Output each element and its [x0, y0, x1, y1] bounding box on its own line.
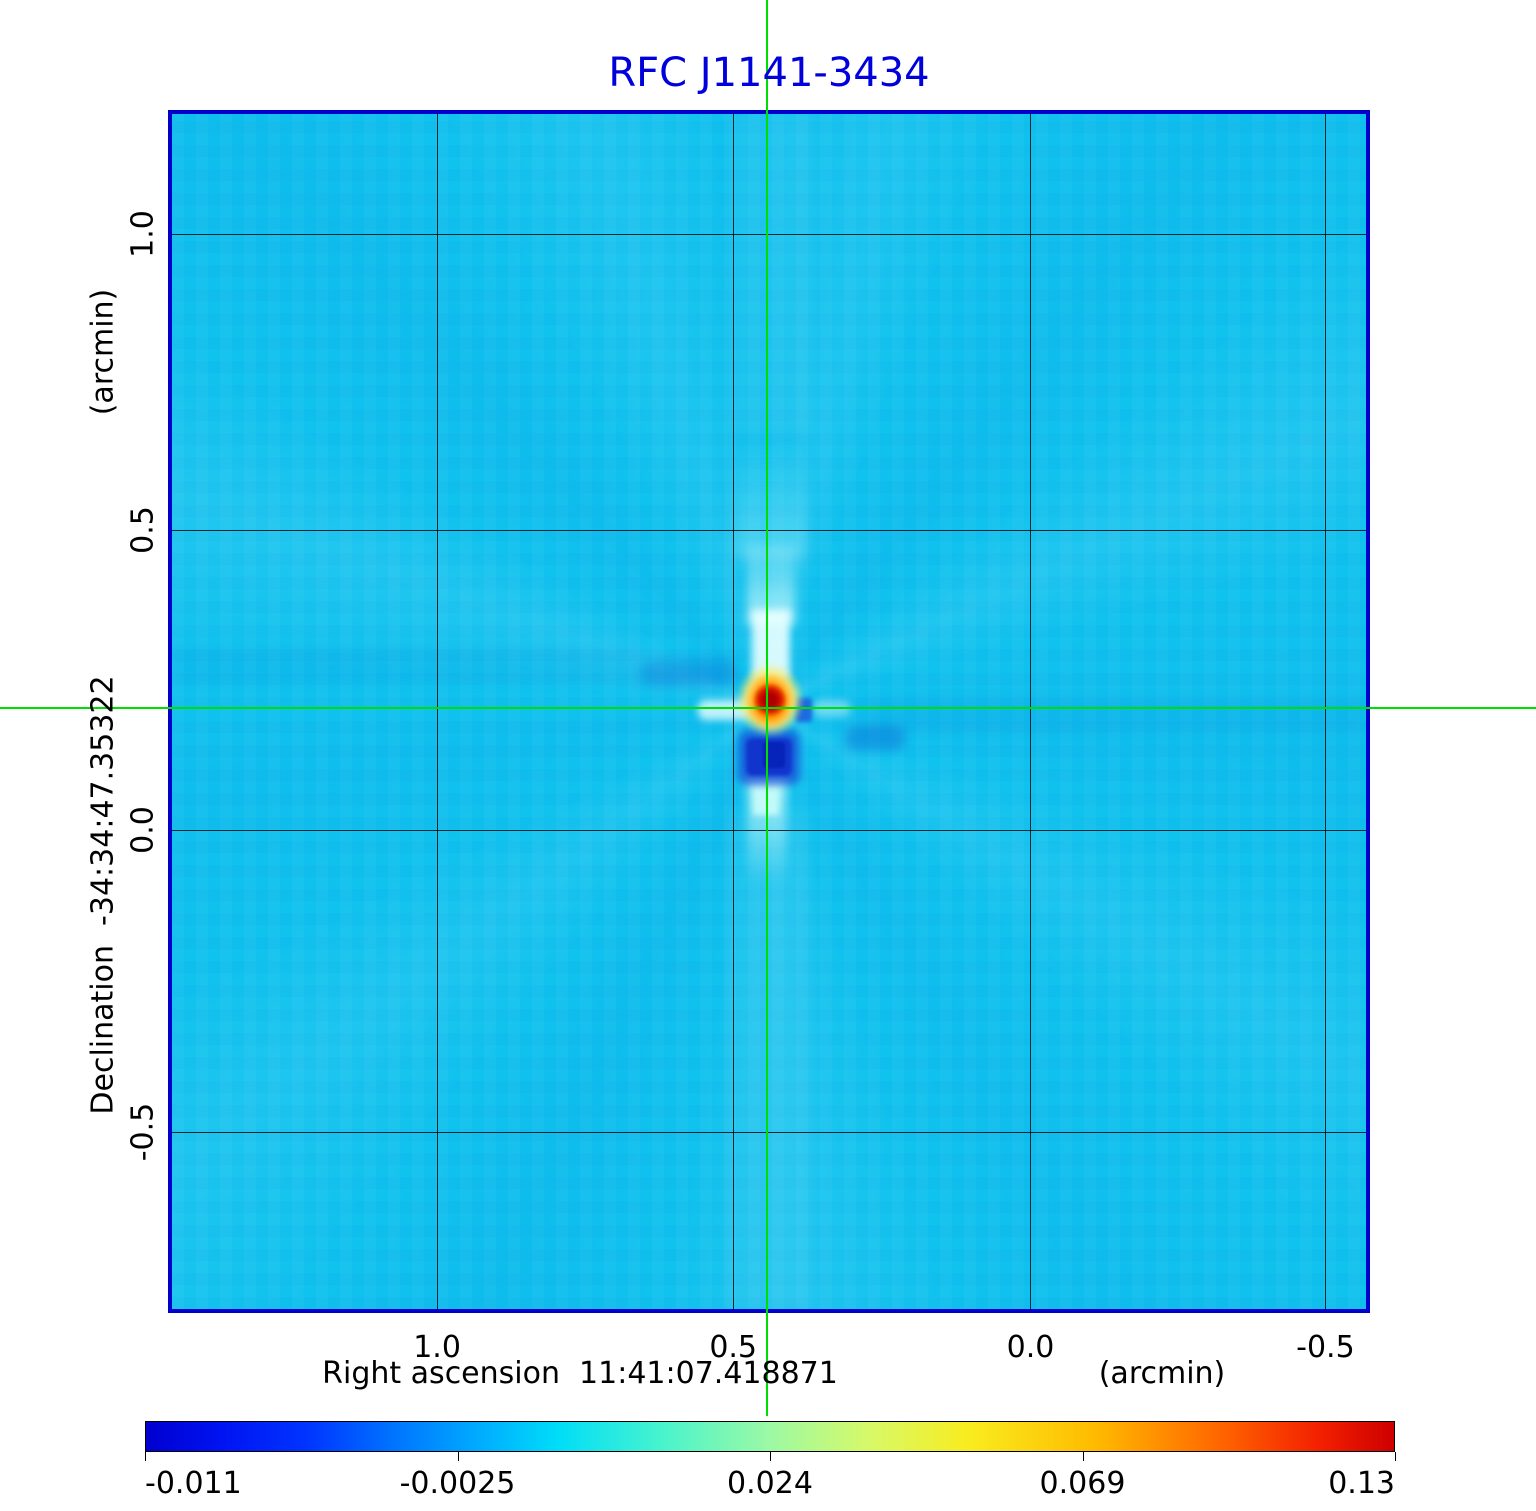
colorbar-tick-label: 0.024: [727, 1466, 813, 1501]
colorbar-tick-label: 0.13: [1328, 1466, 1395, 1501]
colorbar-tick: [145, 1452, 146, 1461]
source-peak-core: [752, 682, 788, 718]
plot-frame: [168, 110, 1370, 1313]
x-grid-line: [437, 114, 439, 1309]
colorbar-tick: [1395, 1452, 1396, 1461]
x-grid-line: [1030, 114, 1032, 1309]
positive-plume-above-wide: [735, 430, 805, 560]
y-tick-label: 0.5: [125, 506, 161, 554]
y-axis-unit: (arcmin): [85, 288, 121, 416]
x-tick-label: 0.5: [709, 1330, 758, 1365]
x-grid-line: [1325, 114, 1327, 1309]
sidelobe-streak-right: [845, 726, 905, 750]
x-tick-label: 1.0: [413, 1330, 461, 1365]
plot-title: RFC J1141-3434: [608, 50, 930, 96]
colorbar-tick-label: -0.0025: [399, 1466, 516, 1501]
faint-vertical-band-top: [732, 114, 812, 434]
y-grid-line: [172, 1132, 1366, 1134]
y-grid-line: [172, 529, 1366, 531]
colorbar: -0.011 -0.0025 0.024 0.069 0.13: [145, 1421, 1396, 1511]
negative-band-right: [870, 700, 1366, 730]
y-axis-label: Declination -34:34:47.35322: [85, 675, 121, 1115]
y-grid-line: [172, 829, 1366, 831]
colorbar-tick: [457, 1452, 459, 1461]
y-grid-line: [172, 233, 1366, 235]
colorbar-tick: [1082, 1452, 1084, 1461]
x-grid-line: [733, 114, 735, 1309]
y-tick-label: 0.0: [125, 805, 161, 854]
x-tick-label: -0.5: [1296, 1330, 1355, 1365]
x-axis-unit: (arcmin): [1098, 1356, 1226, 1391]
colorbar-tick: [770, 1452, 771, 1461]
faint-vertical-band-bottom: [727, 814, 812, 1309]
sidelobe-streak-left: [640, 660, 735, 686]
colorbar-gradient: [145, 1421, 1395, 1452]
colorbar-tick-label: -0.011: [145, 1466, 242, 1501]
x-axis-label: Right ascension 11:41:07.418871: [322, 1356, 838, 1391]
x-tick-label: 0.0: [1006, 1330, 1055, 1365]
crosshair-horizontal-line: [0, 707, 1536, 709]
radio-map-image: [172, 114, 1366, 1309]
negative-band-left: [172, 648, 642, 682]
y-tick-label: 1.0: [125, 209, 161, 258]
colorbar-tick-label: 0.069: [1039, 1466, 1126, 1501]
y-tick-label: -0.5: [125, 1102, 161, 1162]
